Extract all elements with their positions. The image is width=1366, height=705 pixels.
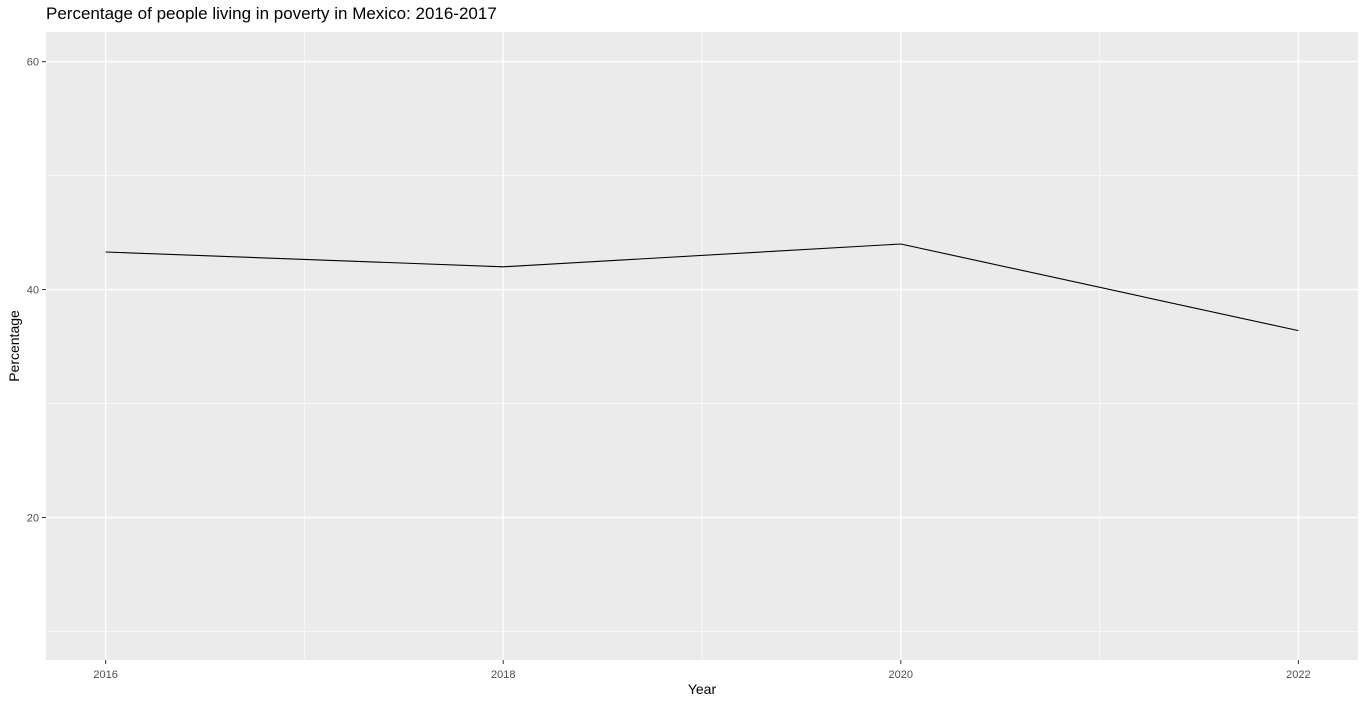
x-tick-label: 2016 — [93, 669, 117, 681]
major-gridlines — [46, 32, 1358, 660]
minor-gridlines — [46, 32, 1358, 660]
x-axis: 2016 2018 2020 2022 — [93, 660, 1311, 681]
series-line-1 — [105, 243, 1299, 332]
series-layer — [105, 243, 1299, 332]
x-axis-title: Year — [688, 681, 717, 697]
y-axis-title: Percentage — [6, 310, 22, 382]
x-tick-label: 2022 — [1286, 669, 1310, 681]
y-tick-label: 40 — [27, 285, 39, 297]
chart-title: Percentage of people living in poverty i… — [46, 4, 497, 23]
y-axis: 20 40 60 — [27, 57, 46, 525]
y-tick-label: 60 — [27, 57, 39, 69]
x-tick-label: 2018 — [491, 669, 515, 681]
y-tick-label: 20 — [27, 513, 39, 525]
x-tick-label: 2020 — [889, 669, 913, 681]
